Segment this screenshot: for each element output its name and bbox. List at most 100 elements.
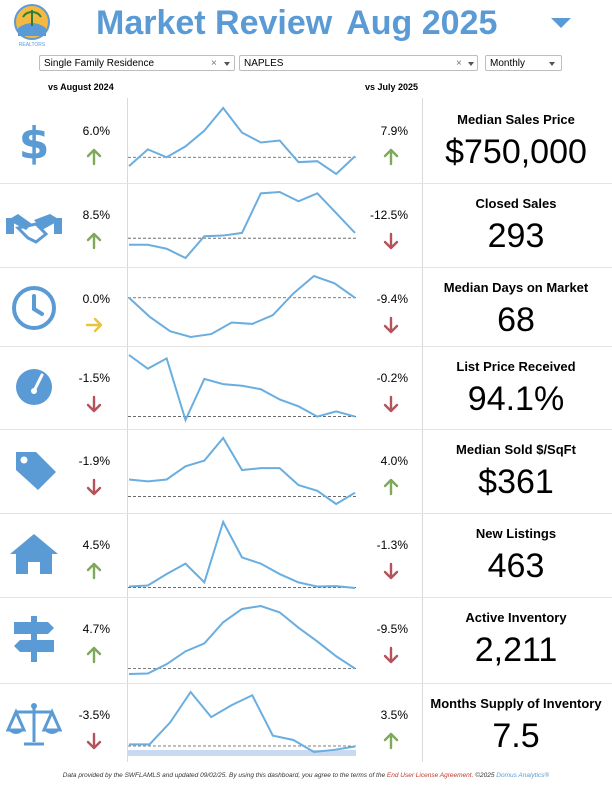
row-divider bbox=[0, 597, 612, 598]
trend-line bbox=[128, 354, 356, 423]
metric-name: New Listings bbox=[475, 526, 557, 541]
trend-sparkline bbox=[128, 190, 356, 260]
title-period: Aug 2025 bbox=[346, 4, 498, 42]
vs-year-change: -3.5% bbox=[78, 708, 110, 722]
vs-year-change: 0.0% bbox=[82, 292, 110, 306]
trend-line bbox=[128, 106, 356, 176]
arrow-up-icon bbox=[86, 232, 102, 250]
trend-line bbox=[129, 690, 356, 754]
clear-icon[interactable]: × bbox=[456, 58, 462, 69]
row-divider bbox=[0, 683, 612, 684]
vs-year-change: 4.5% bbox=[82, 538, 110, 552]
metric-value: 68 bbox=[497, 301, 535, 339]
vs-year-label: vs August 2024 bbox=[48, 82, 114, 92]
footer-copyright: ©2025 bbox=[473, 772, 497, 779]
arrow-down-icon bbox=[383, 646, 399, 664]
title-main: Market Review bbox=[96, 4, 333, 42]
page-title: Market Review Aug 2025 bbox=[96, 4, 497, 43]
vs-month-change: 3.5% bbox=[380, 708, 408, 722]
metric-value: $361 bbox=[478, 463, 554, 501]
eula-link[interactable]: End User License Agreement. bbox=[386, 772, 474, 779]
chevron-down-icon[interactable] bbox=[551, 18, 571, 28]
arrow-down-icon bbox=[383, 316, 399, 334]
arrow-up-icon bbox=[383, 732, 399, 750]
metric-name: Closed Sales bbox=[475, 196, 557, 211]
trend-sparkline bbox=[128, 604, 356, 675]
trend-sparkline bbox=[128, 106, 356, 176]
row-divider bbox=[0, 267, 612, 268]
vs-year-change: -1.9% bbox=[78, 454, 110, 468]
vs-year-change: 8.5% bbox=[82, 208, 110, 222]
period-select[interactable]: Monthly bbox=[485, 55, 562, 71]
period-value: Monthly bbox=[490, 58, 526, 69]
clock-icon bbox=[12, 286, 56, 330]
location-select[interactable]: NAPLES × bbox=[239, 55, 478, 71]
chevron-down-icon[interactable] bbox=[549, 62, 555, 66]
dollar-icon: $ bbox=[19, 118, 50, 166]
handshake-icon bbox=[6, 214, 62, 244]
property-type-select[interactable]: Single Family Residence × bbox=[39, 55, 235, 71]
divider bbox=[127, 98, 128, 762]
arrow-up-icon bbox=[86, 646, 102, 664]
vs-year-change: -1.5% bbox=[78, 371, 110, 385]
arrow-up-icon bbox=[383, 478, 399, 496]
arrow-down-icon bbox=[383, 562, 399, 580]
vs-month-change: -9.5% bbox=[376, 622, 408, 636]
metric-name: List Price Received bbox=[456, 359, 576, 374]
arrow-right-icon bbox=[85, 317, 103, 333]
vs-year-change: 6.0% bbox=[82, 124, 110, 138]
metric-value: $750,000 bbox=[445, 133, 587, 171]
chevron-down-icon[interactable] bbox=[468, 62, 474, 66]
vs-month-change: -0.2% bbox=[376, 371, 408, 385]
vs-month-change: -1.3% bbox=[376, 538, 408, 552]
arrow-up-icon bbox=[86, 562, 102, 580]
vs-month-change: -12.5% bbox=[369, 208, 408, 222]
trend-sparkline bbox=[128, 354, 356, 423]
metric-value: 7.5 bbox=[492, 717, 540, 755]
trend-sparkline bbox=[128, 274, 356, 339]
trend-line bbox=[129, 190, 356, 260]
brokerage-logo: REALTORS bbox=[14, 4, 50, 48]
row-divider bbox=[0, 346, 612, 347]
footer-note: Data provided by the SWFLAMLS and update… bbox=[0, 772, 612, 779]
footer-text: Data provided by the SWFLAMLS and update… bbox=[62, 772, 387, 779]
logo-text: REALTORS bbox=[19, 42, 46, 48]
brand-link[interactable]: Domus Analytics® bbox=[496, 772, 550, 779]
metric-name: Median Sales Price bbox=[457, 112, 575, 127]
arrow-up-icon bbox=[86, 148, 102, 166]
vs-year-change: 4.7% bbox=[82, 622, 110, 636]
signpost-icon bbox=[14, 616, 54, 662]
metric-value: 94.1% bbox=[467, 380, 565, 418]
scale-icon bbox=[6, 703, 62, 746]
metric-value: 463 bbox=[487, 547, 545, 585]
vs-month-change: 7.9% bbox=[380, 124, 408, 138]
chevron-down-icon[interactable] bbox=[224, 62, 230, 66]
arrow-up-icon bbox=[383, 148, 399, 166]
house-icon bbox=[10, 534, 58, 574]
svg-text:$: $ bbox=[19, 118, 50, 166]
clear-icon[interactable]: × bbox=[211, 58, 217, 69]
trend-line bbox=[128, 274, 356, 339]
metric-name: Months Supply of Inventory bbox=[430, 696, 602, 711]
row-divider bbox=[0, 513, 612, 514]
metric-name: Active Inventory bbox=[465, 610, 567, 625]
trend-sparkline bbox=[128, 436, 356, 506]
arrow-down-icon bbox=[383, 395, 399, 413]
trend-band bbox=[128, 750, 356, 756]
vs-month-label: vs July 2025 bbox=[365, 82, 419, 92]
divider bbox=[422, 98, 423, 762]
tag-icon bbox=[16, 452, 56, 490]
trend-line bbox=[128, 436, 356, 506]
arrow-down-icon bbox=[86, 395, 102, 413]
trend-sparkline bbox=[128, 690, 356, 756]
vs-month-change: -9.4% bbox=[376, 292, 408, 306]
trend-sparkline bbox=[128, 519, 356, 589]
metric-name: Median Sold $/SqFt bbox=[456, 442, 576, 457]
trend-line bbox=[128, 519, 356, 589]
arrow-down-icon bbox=[383, 232, 399, 250]
metric-value: 293 bbox=[487, 217, 545, 255]
row-divider bbox=[0, 429, 612, 430]
arrow-down-icon bbox=[86, 478, 102, 496]
metric-value: 2,211 bbox=[474, 631, 558, 669]
metric-name: Median Days on Market bbox=[443, 280, 589, 295]
